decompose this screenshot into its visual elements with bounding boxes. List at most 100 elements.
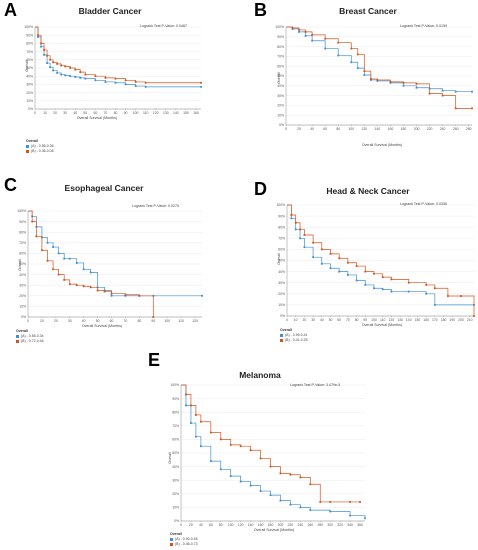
censor-mark-high (290, 214, 293, 216)
x-tick-label: 180 (401, 127, 407, 131)
censor-mark-high (364, 270, 367, 273)
censor-mark-low (349, 514, 351, 517)
censor-mark-low (56, 72, 59, 74)
survival-curve-low (28, 210, 202, 297)
censor-mark-high (84, 73, 87, 76)
y-tick-label: 80% (26, 42, 33, 46)
panel-melanoma: E Melanoma Logrank Test P-Value: 3.479e-… (140, 350, 370, 550)
censor-mark-low (185, 404, 187, 407)
censor-mark-high (200, 81, 202, 84)
y-tick-label: 10% (172, 506, 179, 510)
censor-mark-high (57, 273, 60, 276)
x-tick-label: 200 (458, 318, 464, 322)
censor-mark-high (294, 221, 297, 224)
x-tick-label: 120 (238, 523, 244, 527)
censor-mark-high (324, 37, 327, 40)
censor-mark-high (356, 53, 359, 56)
legend-title: Overall (280, 328, 292, 332)
censor-mark-high (190, 404, 192, 407)
censor-mark-high (31, 220, 34, 223)
censor-mark-high (381, 276, 384, 279)
censor-mark-high (68, 283, 71, 286)
censor-mark-low (304, 34, 307, 37)
y-tick-label: 0% (21, 315, 26, 319)
censor-mark-low (219, 468, 222, 471)
censor-mark-low (89, 271, 92, 274)
censor-mark-low (355, 279, 358, 282)
x-tick-label: 100 (133, 111, 139, 115)
censor-mark-high (46, 259, 49, 262)
censor-mark-high (35, 235, 38, 238)
x-tick-label: 50 (329, 318, 333, 322)
censor-mark-low (79, 76, 82, 79)
x-tick-label: 0 (286, 318, 288, 322)
censor-mark-low (299, 237, 301, 240)
x-tick-label: 140 (375, 127, 381, 131)
y-tick-label: 40% (19, 273, 26, 277)
y-tick-label: 60% (172, 438, 179, 442)
censor-mark-low (40, 45, 42, 48)
x-tick-label: 40 (199, 523, 203, 527)
legend-swatch-low (170, 538, 173, 541)
y-tick-label: 60% (19, 252, 26, 256)
x-tick-label: 30 (311, 318, 315, 322)
y-axis-title: Overall (18, 259, 22, 271)
y-tick-label: 50% (278, 259, 285, 263)
censor-mark-low (46, 62, 48, 64)
legend-label: (B) - 0.36-0.06 (31, 149, 54, 153)
censor-mark-low (144, 85, 147, 88)
censor-mark-high (96, 289, 99, 292)
y-tick-label: 50% (172, 451, 179, 455)
censor-mark-low (454, 90, 457, 93)
y-tick-label: 80% (278, 225, 285, 229)
logrank-pvalue: Logrank Test P-Value: 0.0356 (400, 202, 448, 206)
logrank-pvalue: Logrank Test P-Value: 0.0275 (132, 204, 180, 208)
censor-mark-high (291, 27, 294, 29)
censor-mark-low (69, 75, 72, 78)
x-tick-label: 150 (415, 318, 421, 322)
x-tick-label: 130 (397, 318, 403, 322)
legend-label: (B) - 0.46-0.73 (175, 542, 198, 546)
y-tick-label: 90% (278, 214, 285, 218)
survival-curve-high (181, 384, 361, 503)
censor-mark-low (298, 31, 300, 33)
x-tick-label: 80 (336, 127, 340, 131)
x-tick-label: 220 (427, 127, 433, 131)
censor-mark-low (324, 47, 327, 50)
y-tick-label: 30% (278, 281, 285, 285)
censor-mark-high (433, 287, 436, 290)
censor-mark-low (350, 61, 353, 64)
censor-mark-high (299, 228, 301, 231)
censor-mark-low (259, 490, 262, 492)
logrank-pvalue: Logrank Test P-Value: 0.0487 (140, 24, 188, 28)
censor-mark-low (74, 76, 77, 78)
y-tick-label: 70% (172, 424, 179, 428)
x-tick-label: 260 (453, 127, 459, 131)
censor-mark-low (209, 460, 212, 463)
x-tick-label: 0 (27, 319, 29, 323)
censor-mark-low (49, 66, 51, 69)
censor-mark-low (356, 67, 359, 70)
chart-title: Breast Cancer (339, 6, 397, 16)
censor-mark-low (37, 35, 39, 38)
censor-mark-low (376, 80, 379, 82)
censor-mark-low (415, 86, 418, 89)
legend-item-low: (A) - 0.90-0.46 (170, 537, 198, 542)
y-tick-label: 100% (170, 383, 179, 387)
x-tick-label: 110 (380, 318, 386, 322)
censor-mark-high (37, 34, 39, 37)
x-tick-label: 10 (40, 319, 44, 323)
censor-mark-low (200, 85, 202, 88)
x-tick-label: 180 (268, 523, 274, 527)
logrank-pvalue: Logrank Test P-Value: 0.0159 (400, 24, 448, 28)
censor-mark-low (329, 510, 332, 513)
y-tick-label: 10% (277, 113, 284, 117)
x-tick-label: 280 (466, 127, 472, 131)
legend-item-low: (A) - 0.99-0.41 (280, 333, 308, 338)
panel-bladder-cancer: A Bladder Cancer Logrank Test P-Value: 0… (0, 0, 210, 160)
x-tick-label: 80 (219, 523, 223, 527)
censor-mark-high (269, 465, 272, 468)
x-tick-label: 100 (164, 319, 170, 323)
x-tick-label: 30 (63, 111, 67, 115)
censor-mark-high (312, 241, 314, 244)
